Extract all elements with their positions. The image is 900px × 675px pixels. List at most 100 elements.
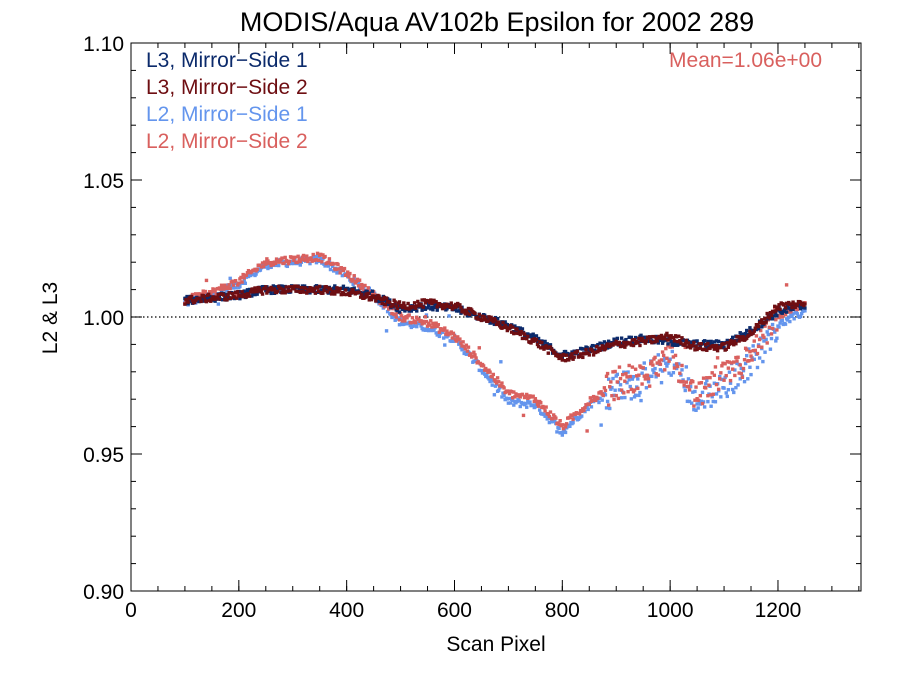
data-point [614, 339, 618, 344]
data-point [453, 302, 458, 307]
data-point [302, 255, 307, 259]
data-point [330, 289, 335, 294]
data-point [603, 346, 608, 351]
data-point [197, 292, 201, 296]
data-point [401, 305, 405, 310]
data-point [752, 339, 756, 343]
data-point [297, 257, 301, 262]
data-point [722, 378, 726, 382]
data-point [611, 376, 615, 381]
data-point [683, 345, 687, 350]
data-point [562, 353, 567, 357]
data-point [567, 358, 571, 362]
data-point [674, 366, 679, 371]
data-point [420, 308, 424, 312]
data-point [756, 327, 761, 331]
data-point [714, 344, 719, 348]
data-point [536, 336, 541, 341]
data-point [217, 297, 222, 301]
data-point [563, 425, 568, 429]
data-point [799, 311, 804, 316]
data-point [688, 346, 693, 350]
data-point [222, 287, 226, 291]
data-point [368, 295, 373, 300]
data-point [751, 344, 755, 348]
data-point [381, 297, 386, 301]
data-point [264, 288, 268, 293]
data-point [557, 426, 561, 431]
data-point [777, 325, 781, 329]
data-point [505, 322, 510, 327]
data-point [791, 300, 795, 304]
data-point [803, 302, 807, 306]
data-point [747, 347, 751, 351]
data-point [425, 324, 430, 328]
data-point [775, 336, 779, 340]
data-point [515, 399, 519, 404]
data-point [669, 373, 673, 377]
data-point [464, 308, 469, 312]
data-point [622, 391, 626, 395]
data-point [431, 300, 435, 304]
data-point [691, 379, 695, 384]
data-point [712, 373, 717, 377]
data-point [425, 306, 430, 310]
data-point [730, 387, 735, 392]
data-point [591, 353, 596, 357]
data-point [471, 354, 475, 358]
data-point [410, 324, 415, 329]
data-point [335, 286, 339, 290]
data-point [305, 291, 309, 295]
data-point [747, 359, 751, 363]
data-point [670, 345, 674, 349]
data-point [596, 396, 600, 401]
data-point [640, 382, 644, 386]
data-point [330, 264, 335, 269]
data-point [283, 291, 287, 295]
data-point [651, 363, 655, 367]
data-point [765, 341, 769, 345]
data-point [734, 385, 738, 390]
data-point [409, 309, 414, 313]
data-point [733, 373, 737, 378]
data-point [485, 368, 489, 372]
data-point [481, 318, 486, 322]
data-point [665, 356, 669, 360]
data-point [699, 399, 704, 404]
data-point [769, 313, 774, 317]
data-point [716, 339, 721, 344]
data-point [540, 340, 544, 345]
data-point [231, 283, 236, 287]
data-point [708, 375, 712, 380]
data-point [451, 331, 456, 336]
data-point [427, 300, 432, 305]
data-point [692, 340, 696, 345]
data-point [729, 339, 734, 343]
data-point [753, 348, 758, 353]
data-point [654, 334, 658, 339]
data-point [264, 262, 268, 266]
data-point [783, 306, 788, 310]
data-point [720, 364, 724, 368]
data-point [706, 399, 710, 404]
data-point [599, 423, 603, 427]
data-point [204, 278, 209, 283]
data-point [646, 379, 651, 384]
data-point [396, 304, 401, 308]
data-point [332, 286, 336, 290]
data-point [653, 355, 657, 360]
data-point [654, 336, 658, 341]
data-point [495, 316, 500, 321]
data-point [719, 345, 723, 350]
data-point [493, 384, 498, 388]
data-point [693, 389, 697, 394]
data-point [407, 307, 411, 311]
data-point [319, 256, 323, 261]
data-point [690, 340, 694, 344]
data-point [488, 379, 492, 384]
data-point [426, 321, 431, 325]
data-point [661, 353, 666, 358]
chart-title: MODIS/Aqua AV102b Epsilon for 2002 289 [240, 7, 754, 37]
data-point [784, 283, 789, 287]
data-point [655, 361, 659, 365]
